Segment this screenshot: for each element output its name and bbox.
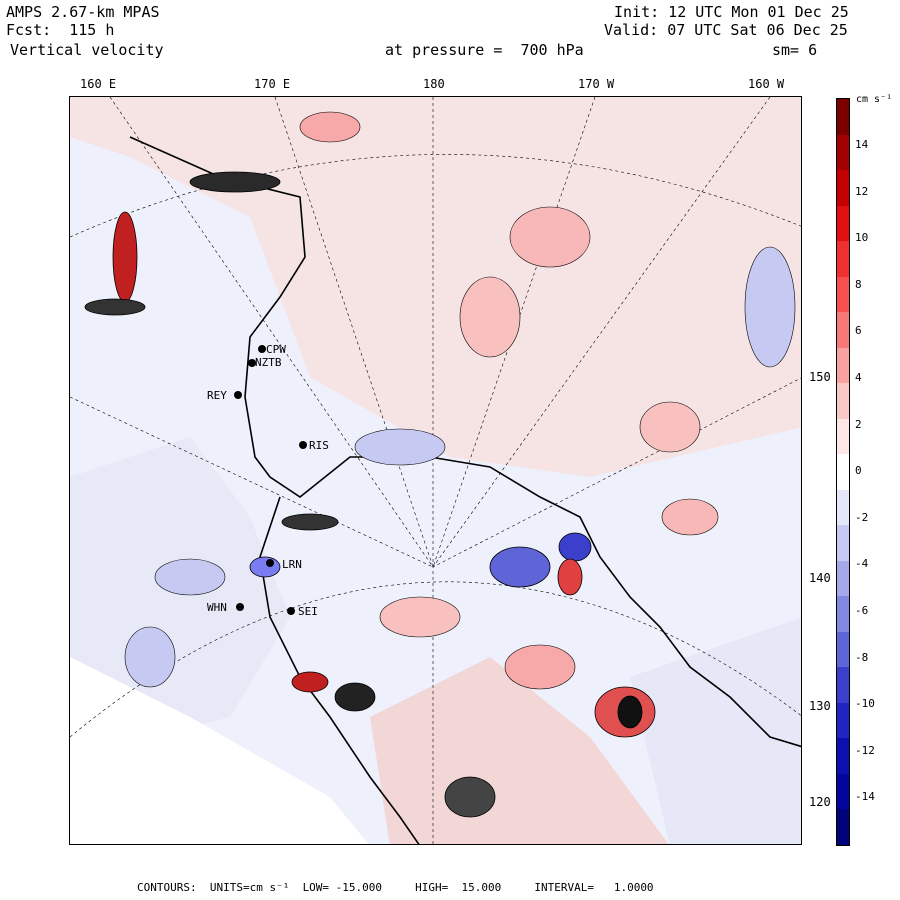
colorbar-segment — [837, 773, 849, 810]
convective-features — [84, 171, 656, 818]
colorbar-segment — [837, 170, 849, 207]
station-label-whn: WHN — [207, 601, 227, 614]
colorbar-segment — [837, 667, 849, 704]
colorbar-tick-label: -14 — [855, 790, 875, 804]
forecast-hour: Fcst: 115 h — [6, 21, 115, 39]
station-marker-rey — [234, 391, 242, 399]
map-panel — [69, 96, 802, 845]
western-region — [70, 437, 290, 757]
station-marker-cpw — [258, 345, 266, 353]
colorbar-segment — [837, 347, 849, 384]
colorbar-segment — [837, 738, 849, 775]
colorbar-segment — [837, 454, 849, 491]
colorbar-segment — [837, 99, 849, 136]
station-label-cpw: CPW — [266, 343, 286, 356]
ross-sea-region — [70, 97, 801, 477]
meridian-west — [70, 396, 434, 568]
colorbar-tick-label: -12 — [855, 743, 875, 757]
east-pale-region — [630, 617, 801, 844]
colorbar-segment — [837, 702, 849, 739]
colorbar-segment — [837, 276, 849, 313]
smoothing: sm= 6 — [772, 41, 818, 59]
valid-time: Valid: 07 UTC Sat 06 Dec 25 — [604, 21, 848, 39]
colorbar-segment — [837, 809, 849, 846]
meridian-170e — [274, 97, 434, 568]
colorbar-segment — [837, 383, 849, 420]
parallel-south — [70, 581, 801, 738]
colorbar-segment — [837, 312, 849, 349]
station-marker-sei — [287, 607, 295, 615]
lon-label-180: 180 — [423, 77, 445, 91]
colorbar-segment — [837, 134, 849, 171]
station-label-sei: SEI — [298, 605, 318, 618]
colorbar-tick-label: 4 — [855, 371, 862, 384]
colorbar — [836, 98, 850, 846]
graticule — [70, 97, 801, 844]
pressure-level: at pressure = 700 hPa — [385, 41, 584, 59]
colorbar-segment — [837, 489, 849, 526]
lon-label-170w: 170 W — [578, 77, 615, 91]
model-title: AMPS 2.67-km MPAS — [6, 3, 160, 21]
colorbar-tick-label: -10 — [855, 697, 875, 711]
meridian-160e — [109, 97, 434, 568]
colorbar-segment — [837, 560, 849, 597]
colorbar-tick-label: 2 — [855, 417, 862, 431]
colorbar-segment — [837, 205, 849, 242]
parallel-north — [70, 154, 801, 238]
colorbar-tick-label: -4 — [855, 557, 869, 571]
meridian-160w — [432, 97, 771, 568]
antarctica-white — [70, 657, 369, 844]
colorbar-segment — [837, 525, 849, 562]
colorbar-tick-label: 14 — [855, 138, 869, 151]
station-markers — [234, 345, 307, 615]
colorbar-segment — [837, 631, 849, 668]
station-label-lrn: LRN — [282, 558, 302, 571]
station-label-rey: REY — [207, 389, 227, 402]
colorbar-segment — [837, 241, 849, 278]
colorbar-tick-label: 10 — [855, 231, 869, 245]
anomaly-blobs — [124, 111, 796, 690]
colorbar-segment — [837, 418, 849, 455]
lon-label-160w: 160 W — [748, 77, 785, 91]
station-label-nztb: NZTB — [255, 356, 282, 369]
colorbar-tick-label: 8 — [855, 277, 862, 291]
colorbar-tick-label: -8 — [855, 650, 869, 664]
vertical-velocity-map — [70, 97, 801, 844]
contour-info: CONTOURS: UNITS=cm s⁻¹ LOW= -15.000 HIGH… — [137, 881, 654, 894]
colorbar-tick-label: 12 — [855, 184, 869, 198]
lon-label-170e: 170 E — [254, 77, 291, 91]
station-label-ris: RIS — [309, 439, 329, 452]
lat-label-130: 130 — [808, 699, 832, 713]
colorbar-tick-label: -2 — [855, 510, 869, 524]
station-marker-lrn — [266, 559, 274, 567]
field-name: Vertical velocity — [10, 41, 164, 59]
station-marker-nztb — [248, 359, 256, 367]
colorbar-tick-label: 6 — [855, 324, 862, 338]
colorbar-unit: cm s⁻¹ — [856, 94, 893, 105]
lon-label-160e: 160 E — [80, 77, 117, 91]
colorbar-tick-label: 0 — [855, 464, 862, 478]
colorbar-segment — [837, 596, 849, 633]
init-time: Init: 12 UTC Mon 01 Dec 25 — [614, 3, 849, 21]
colorbar-tick-label: -6 — [855, 604, 869, 617]
station-marker-ris — [299, 441, 307, 449]
station-marker-whn — [236, 603, 244, 611]
